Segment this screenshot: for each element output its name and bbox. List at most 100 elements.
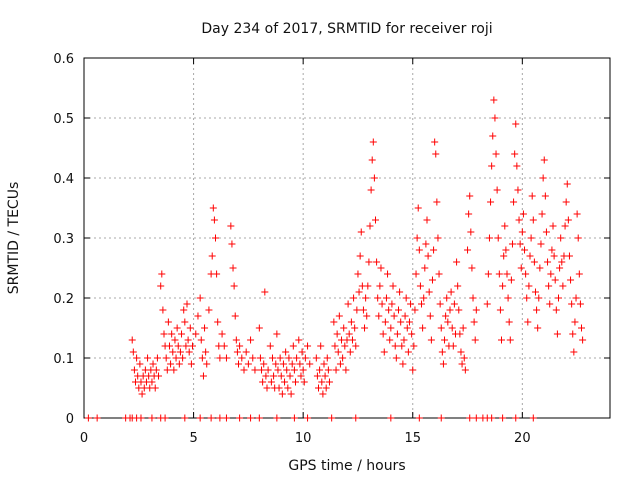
- data-point: [442, 312, 450, 320]
- data-point: [531, 288, 539, 296]
- data-point: [530, 258, 538, 266]
- data-point: [293, 354, 301, 362]
- data-point: [167, 360, 175, 368]
- x-axis-label: GPS time / hours: [288, 458, 405, 474]
- data-point: [304, 342, 312, 350]
- data-point: [538, 210, 546, 218]
- data-point: [573, 210, 581, 218]
- data-point: [571, 318, 579, 326]
- data-point: [296, 360, 304, 368]
- data-point: [178, 330, 186, 338]
- data-point: [184, 336, 192, 344]
- data-point: [152, 366, 160, 374]
- data-point: [416, 282, 424, 290]
- data-point: [521, 246, 529, 254]
- data-point: [506, 336, 514, 344]
- data-point: [348, 336, 356, 344]
- data-point: [299, 366, 307, 374]
- data-point: [319, 390, 327, 398]
- data-point: [259, 378, 267, 386]
- data-point: [396, 288, 404, 296]
- data-point: [485, 234, 493, 242]
- data-point: [362, 294, 370, 302]
- data-point: [168, 330, 176, 338]
- data-point: [498, 336, 506, 344]
- data-point: [216, 414, 224, 422]
- data-point: [208, 252, 216, 260]
- data-point: [304, 414, 312, 422]
- data-point: [483, 300, 491, 308]
- data-point: [570, 348, 578, 356]
- data-point: [516, 240, 524, 248]
- data-point: [288, 360, 296, 368]
- data-point: [505, 318, 513, 326]
- data-point: [554, 294, 562, 302]
- data-point: [526, 252, 534, 260]
- data-point: [341, 342, 349, 350]
- data-point: [563, 180, 571, 188]
- data-point: [214, 318, 222, 326]
- data-point: [197, 336, 205, 344]
- data-point: [240, 366, 248, 374]
- data-point: [180, 306, 188, 314]
- y-tick-label: 0: [66, 412, 74, 427]
- data-point: [263, 384, 271, 392]
- data-point: [409, 366, 417, 374]
- data-point: [529, 216, 537, 224]
- data-point: [382, 294, 390, 302]
- data-point: [446, 306, 454, 314]
- data-point: [160, 330, 168, 338]
- data-point: [367, 186, 375, 194]
- y-tick-label: 0.1: [53, 352, 74, 367]
- data-point: [523, 294, 531, 302]
- data-point: [222, 354, 230, 362]
- data-point: [165, 342, 173, 350]
- data-point: [467, 228, 475, 236]
- data-point: [507, 276, 515, 284]
- data-point: [569, 330, 577, 338]
- data-point: [574, 234, 582, 242]
- data-point: [544, 258, 552, 266]
- data-point: [502, 246, 510, 254]
- data-point: [419, 324, 427, 332]
- data-point: [353, 306, 361, 314]
- data-point: [565, 252, 573, 260]
- data-point: [213, 270, 221, 278]
- data-point: [318, 378, 326, 386]
- data-point: [469, 294, 477, 302]
- data-point: [174, 342, 182, 350]
- data-point: [84, 414, 92, 422]
- data-point: [512, 414, 520, 422]
- data-point: [421, 264, 429, 272]
- data-point: [579, 336, 587, 344]
- data-point: [198, 354, 206, 362]
- data-point: [315, 384, 323, 392]
- data-point: [542, 228, 550, 236]
- data-point: [548, 246, 556, 254]
- data-point: [235, 360, 243, 368]
- data-point: [458, 360, 466, 368]
- data-point: [559, 282, 567, 290]
- data-point: [188, 342, 196, 350]
- data-point: [456, 330, 464, 338]
- data-point: [364, 282, 372, 290]
- data-point: [164, 318, 172, 326]
- data-point: [413, 234, 421, 242]
- data-point: [412, 270, 420, 278]
- data-point: [359, 306, 367, 314]
- data-point: [218, 330, 226, 338]
- data-point: [536, 264, 544, 272]
- data-point: [285, 354, 293, 362]
- data-point: [415, 246, 423, 254]
- data-point: [297, 372, 305, 380]
- data-point: [249, 354, 257, 362]
- chart-title: Day 234 of 2017, SRMTID for receiver roj…: [201, 21, 492, 37]
- data-point: [493, 186, 501, 194]
- data-point: [453, 258, 461, 266]
- data-point: [575, 270, 583, 278]
- data-point: [499, 414, 507, 422]
- data-point: [187, 360, 195, 368]
- data-point: [276, 354, 284, 362]
- data-point: [330, 318, 338, 326]
